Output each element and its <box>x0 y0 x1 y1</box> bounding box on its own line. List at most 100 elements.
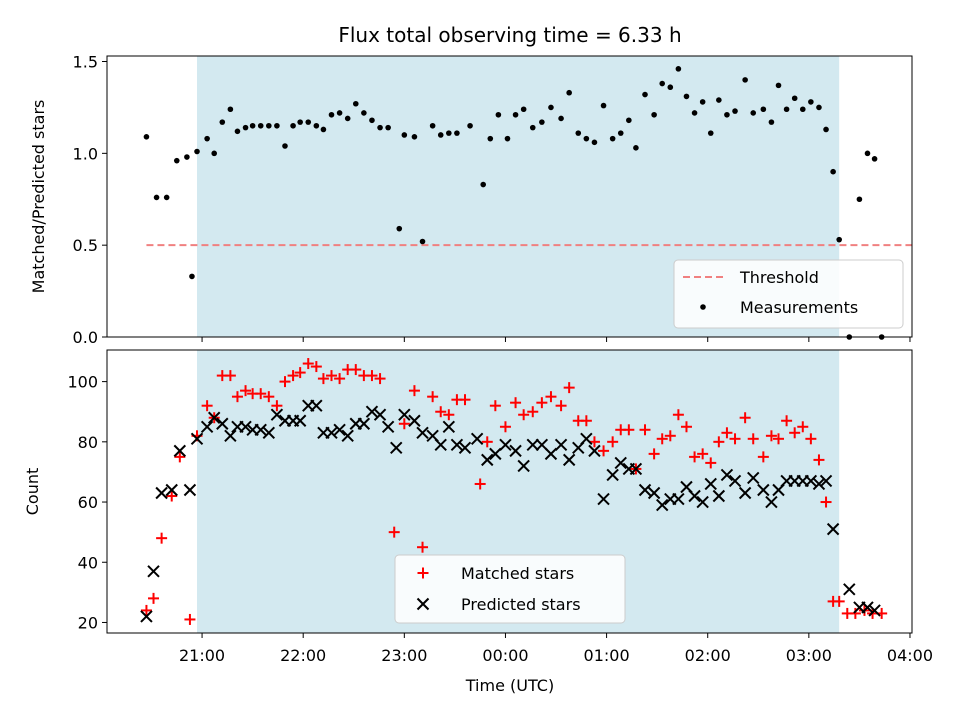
matched-star-point <box>518 409 530 421</box>
measurement-point <box>227 106 234 113</box>
predicted-star-point <box>696 495 709 509</box>
matched-star-point <box>672 409 684 421</box>
measurement-point <box>257 122 264 129</box>
measurement-point <box>558 115 564 122</box>
matched-star-point <box>580 415 592 427</box>
measurement-point <box>823 126 829 133</box>
measurement-point <box>600 102 607 109</box>
measurement-point <box>808 99 814 105</box>
measurement-point <box>297 119 303 125</box>
predicted-star-point <box>341 429 354 443</box>
predicted-star-point <box>293 414 307 427</box>
bottom-y-tick-label: 20 <box>78 613 98 632</box>
chart-title: Flux total observing time = 6.33 h <box>338 23 681 47</box>
top-y-tick-label: 1.0 <box>73 144 98 163</box>
measurement-point <box>659 80 666 87</box>
matched-star-point <box>156 532 168 544</box>
measurement-point <box>566 89 572 96</box>
matched-star-point <box>555 400 567 412</box>
x-tick-label: 02:00 <box>685 646 731 665</box>
measurement-points <box>143 66 885 340</box>
predicted-star-point <box>544 447 558 461</box>
matched-star-point <box>489 400 501 412</box>
x-tick-label: 03:00 <box>786 646 832 665</box>
matched-star-point <box>765 430 777 442</box>
predicted-star-point <box>270 408 284 421</box>
matched-star-point <box>263 391 275 403</box>
predicted-star-point <box>765 495 778 509</box>
measurement-point <box>184 154 190 160</box>
matched-star-point <box>697 448 709 460</box>
predicted-star-point <box>868 604 881 617</box>
predicted-star-point <box>183 483 197 497</box>
matched-star-point <box>805 433 817 445</box>
measurement-point <box>320 126 327 133</box>
predicted-star-point <box>489 447 502 461</box>
predicted-star-point <box>408 414 421 427</box>
predicted-star-point <box>416 426 429 439</box>
measurement-point <box>480 181 487 188</box>
matched-star-point <box>705 457 717 469</box>
matched-star-point <box>739 412 751 424</box>
measurement-point <box>783 106 790 113</box>
predicted-star-point <box>826 522 840 536</box>
predicted-star-point <box>672 492 685 506</box>
top-legend-box <box>673 259 904 329</box>
measurement-point <box>667 84 674 91</box>
predicted-star-point <box>147 565 160 578</box>
matched-star-point <box>607 436 619 448</box>
predicted-star-point <box>373 408 387 421</box>
legend-plus-marker <box>417 567 429 579</box>
measurement-point <box>385 124 391 131</box>
predicted-star-point <box>173 444 187 458</box>
predicted-star-point <box>207 411 221 424</box>
matched-star-point <box>350 364 362 376</box>
measurement-point <box>791 95 798 102</box>
measurement-point <box>249 122 256 129</box>
predicted-star-point <box>310 399 323 412</box>
matched-star-point <box>140 604 152 616</box>
measurement-point <box>305 119 312 125</box>
predicted-star-point <box>688 489 701 503</box>
predicted-star-point <box>614 456 627 470</box>
measurement-point <box>732 108 738 114</box>
top-y-axis-label: Matched/Predicted stars <box>29 100 48 294</box>
matched-star-point <box>224 370 236 382</box>
matched-star-point <box>689 451 701 463</box>
measurement-point <box>633 145 639 151</box>
measurement-point <box>775 82 782 89</box>
measurement-point <box>429 122 436 129</box>
predicted-star-point <box>325 426 338 439</box>
predicted-star-point <box>239 420 252 433</box>
x-axis: 21:00 22:00 23:00 00:00 01:00 02:00 03:00 04:00 <box>179 633 933 665</box>
measurement-point <box>760 106 767 113</box>
matched-star-point <box>623 424 635 436</box>
predicted-star-point <box>526 438 539 452</box>
matched-star-point <box>408 385 420 397</box>
predicted-star-point <box>140 610 153 623</box>
measurement-point <box>651 111 657 118</box>
predicted-star-point <box>638 483 652 497</box>
matched-star-point <box>310 361 322 373</box>
matched-star-point <box>279 376 291 388</box>
matched-star-point <box>184 613 196 625</box>
measurement-point <box>512 111 519 118</box>
predicted-star-point <box>509 444 522 458</box>
measurement-point <box>282 143 288 149</box>
matched-star-point <box>747 433 759 445</box>
predicted-star-point <box>254 423 267 436</box>
matched-star-point <box>459 394 471 406</box>
predicted-star-point <box>333 423 346 436</box>
matched-star-point <box>729 433 741 445</box>
measurement-point <box>454 130 460 136</box>
matched-star-point <box>639 424 651 436</box>
matched-star-point <box>443 409 455 421</box>
x-tick-label: 04:00 <box>887 646 933 665</box>
bottom-legend-box <box>394 554 626 624</box>
predicted-star-point <box>588 444 601 458</box>
matched-star-point <box>334 373 346 385</box>
predicted-star-point <box>357 417 371 430</box>
measurement-point <box>411 134 418 140</box>
predicted-star-point <box>450 438 464 452</box>
measurement-point <box>609 135 616 142</box>
